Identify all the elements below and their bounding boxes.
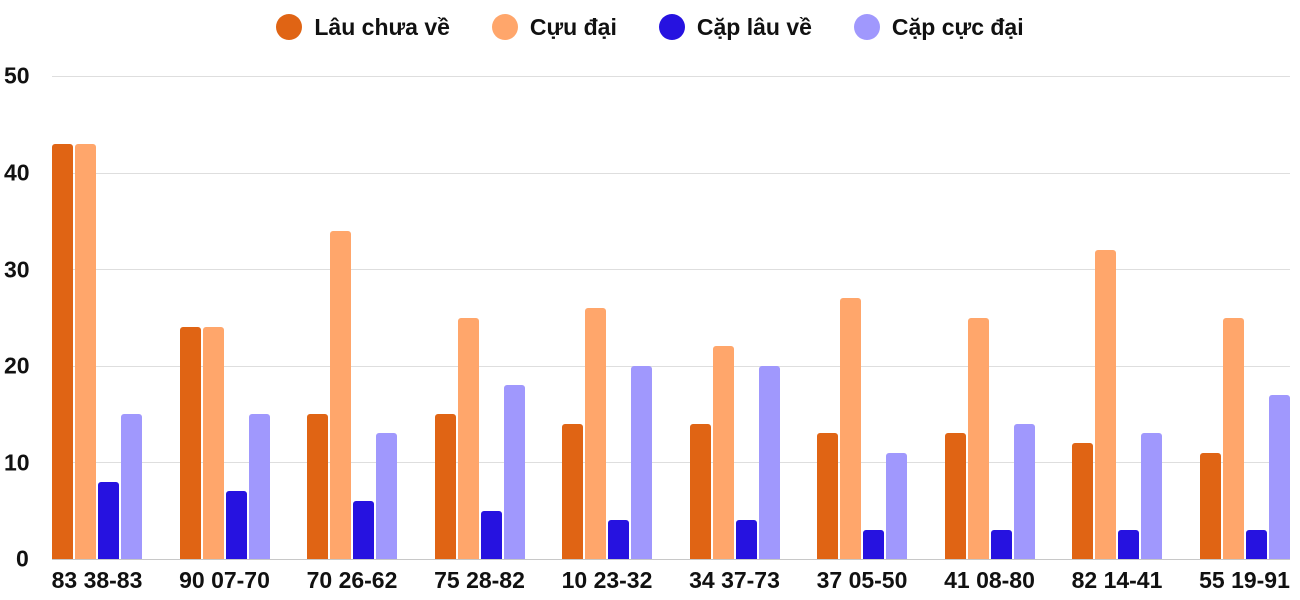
bar[interactable] <box>202 327 224 559</box>
legend-item-cap-lau-ve[interactable]: Cặp lâu về <box>658 13 812 41</box>
legend-item-cuu-dai[interactable]: Cựu đại <box>491 13 617 41</box>
y-tick-label: 50 <box>4 62 30 89</box>
bar[interactable] <box>98 481 119 559</box>
bar[interactable] <box>179 327 201 559</box>
bar[interactable] <box>886 452 907 559</box>
bar-group <box>52 76 142 559</box>
gridline <box>52 462 1290 463</box>
legend-label: Lâu chưa về <box>314 13 450 40</box>
bar[interactable] <box>689 423 711 559</box>
bar-group <box>689 76 780 559</box>
legend-item-cap-cuc-dai[interactable]: Cặp cực đại <box>853 13 1024 41</box>
bar[interactable] <box>376 433 397 559</box>
x-tick-label: 75 28-82 <box>434 567 525 593</box>
bar[interactable] <box>353 501 374 559</box>
y-tick-label: 10 <box>4 449 30 476</box>
bar[interactable] <box>1222 317 1244 559</box>
x-tick-label: 82 14-41 <box>1071 567 1163 593</box>
bar[interactable] <box>480 510 502 559</box>
bar[interactable] <box>503 385 525 559</box>
bar[interactable] <box>457 317 479 559</box>
bar[interactable] <box>330 230 351 559</box>
bar[interactable] <box>225 491 247 559</box>
bar[interactable] <box>1245 530 1267 559</box>
legend-label: Cặp lâu về <box>696 13 812 40</box>
bar-group <box>434 76 525 559</box>
legend-dot-icon <box>276 14 303 40</box>
bar[interactable] <box>75 143 96 559</box>
bar[interactable] <box>1013 423 1035 559</box>
bar[interactable] <box>248 414 270 559</box>
bar[interactable] <box>712 346 734 559</box>
x-tick-label: 37 05-50 <box>816 567 908 593</box>
bar-group <box>307 76 397 559</box>
bar[interactable] <box>121 414 142 559</box>
x-tick-label: 34 37-73 <box>689 567 780 593</box>
bar[interactable] <box>307 414 328 559</box>
bar[interactable] <box>1268 394 1290 559</box>
legend-label: Cựu đại <box>529 13 617 40</box>
legend-label: Cặp cực đại <box>891 13 1024 40</box>
bar-group <box>1199 76 1290 559</box>
bar[interactable] <box>840 298 861 559</box>
bar[interactable] <box>944 433 966 559</box>
bar-group <box>1072 76 1162 559</box>
bar-group <box>944 76 1035 559</box>
bar[interactable] <box>562 423 583 559</box>
bar[interactable] <box>1095 249 1116 559</box>
bar[interactable] <box>434 414 456 559</box>
gridline <box>52 76 1290 77</box>
plot-area <box>52 76 1290 560</box>
bar[interactable] <box>758 365 780 559</box>
bar-group <box>179 76 270 559</box>
bar[interactable] <box>990 530 1012 559</box>
bar[interactable] <box>52 143 73 559</box>
bar[interactable] <box>1141 433 1162 559</box>
bar[interactable] <box>585 307 606 559</box>
x-tick-label: 90 07-70 <box>179 567 270 593</box>
x-tick-label: 10 23-32 <box>561 567 653 593</box>
y-tick-label: 40 <box>4 159 30 186</box>
x-tick-label: 55 19-91 <box>1199 567 1290 593</box>
y-tick-label: 30 <box>4 256 30 283</box>
bar-group <box>817 76 907 559</box>
bar[interactable] <box>817 433 838 559</box>
y-tick-label: 0 <box>16 545 29 572</box>
legend-dot-icon <box>658 14 685 40</box>
bar[interactable] <box>631 365 652 559</box>
bar-group <box>562 76 652 559</box>
gridline <box>52 173 1290 174</box>
x-tick-label: 70 26-62 <box>306 567 398 593</box>
y-tick-label: 20 <box>4 352 30 379</box>
legend-item-lau-chua-ve[interactable]: Lâu chưa về <box>276 14 450 41</box>
x-tick-label: 83 38-83 <box>51 567 143 593</box>
x-tick-label: 41 08-80 <box>944 567 1035 593</box>
baseline <box>52 559 1290 560</box>
legend-dot-icon <box>853 14 880 40</box>
legend-dot-icon <box>491 14 518 40</box>
bar[interactable] <box>1118 530 1139 559</box>
bar[interactable] <box>1199 452 1221 559</box>
bar[interactable] <box>1072 443 1093 559</box>
chart-legend: Lâu chưa về Cựu đại Cặp lâu về Cặp cực đ… <box>0 10 1300 44</box>
bar[interactable] <box>863 530 884 559</box>
bar[interactable] <box>967 317 989 559</box>
gridline <box>52 269 1290 270</box>
gridline <box>52 366 1290 367</box>
bar[interactable] <box>608 520 629 559</box>
bar[interactable] <box>735 520 757 559</box>
